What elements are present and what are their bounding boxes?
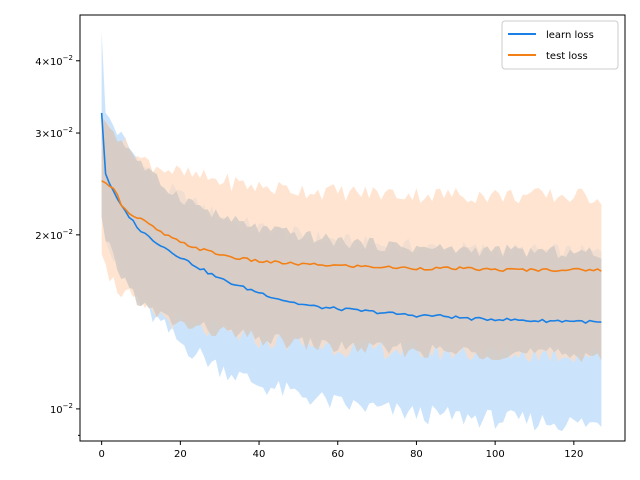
y-tick-label: 2×10−2 bbox=[35, 228, 73, 242]
legend-label: learn loss bbox=[546, 30, 594, 41]
x-tick-label: 40 bbox=[253, 449, 266, 460]
confidence-bands bbox=[101, 31, 602, 432]
y-tick-label: 10−2 bbox=[50, 402, 73, 416]
x-tick-label: 60 bbox=[331, 449, 344, 460]
x-tick-label: 0 bbox=[98, 449, 104, 460]
band-overlap bbox=[101, 116, 602, 363]
x-tick-label: 80 bbox=[410, 449, 423, 460]
x-tick-label: 120 bbox=[564, 449, 583, 460]
line-test-loss bbox=[101, 180, 602, 273]
x-tick-label: 100 bbox=[486, 449, 505, 460]
legend: learn loss test loss bbox=[501, 20, 619, 70]
y-tick-label: 3×10−2 bbox=[35, 126, 73, 140]
legend-label: test loss bbox=[546, 51, 588, 62]
series-lines bbox=[100, 112, 602, 324]
x-tick-label: 20 bbox=[174, 449, 187, 460]
line-learn-loss bbox=[100, 112, 602, 324]
x-axis-ticks: 0 20 40 60 80 100 120 bbox=[98, 441, 583, 460]
y-tick-label: 4×10−2 bbox=[35, 54, 73, 68]
plot-frame bbox=[79, 14, 626, 442]
y-axis-ticks: 10−2 2×10−2 3×10−2 4×10−2 bbox=[35, 54, 80, 436]
